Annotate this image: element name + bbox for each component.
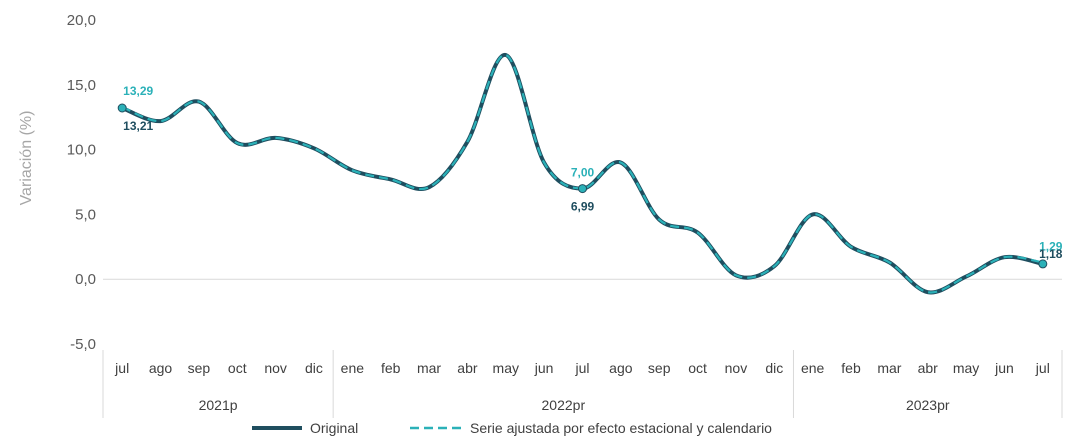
y-tick-label: 20,0 — [67, 12, 96, 29]
x-tick-label: jul — [114, 360, 129, 376]
data-label: 1,29 — [1039, 239, 1063, 253]
series-line-adjusted — [121, 53, 1043, 294]
x-tick-label: jun — [994, 360, 1014, 376]
y-axis-title: Variación (%) — [18, 111, 35, 206]
year-group-label: 2021p — [199, 397, 238, 413]
x-tick-label: jun — [534, 360, 554, 376]
y-tick-label: 0,0 — [75, 271, 96, 288]
x-tick-label: sep — [648, 360, 671, 376]
legend: Original Serie ajustada por efecto estaci… — [252, 420, 772, 436]
x-tick-label: feb — [381, 360, 401, 376]
x-tick-label: may — [953, 360, 979, 376]
data-markers — [117, 103, 1048, 269]
x-tick-label: dic — [305, 360, 323, 376]
y-tick-label: 5,0 — [75, 206, 96, 223]
x-tick-label: feb — [841, 360, 861, 376]
year-group-label: 2022pr — [542, 397, 586, 413]
x-tick-label: ago — [149, 360, 173, 376]
year-group-label: 2023pr — [906, 397, 950, 413]
x-tick-label: ene — [801, 360, 825, 376]
data-point-marker — [117, 103, 127, 113]
x-tick-label: abr — [457, 360, 478, 376]
x-tick-label: ene — [341, 360, 365, 376]
y-tick-label: 10,0 — [67, 142, 96, 159]
x-tick-label: nov — [725, 360, 748, 376]
data-labels: 13,29 13,21 7,00 6,99 1,291,18 — [123, 84, 1063, 261]
x-tick-label: oct — [228, 360, 247, 376]
x-tick-label: oct — [688, 360, 707, 376]
y-tick-label: -5,0 — [70, 336, 96, 353]
data-point-marker — [1038, 259, 1048, 269]
x-tick-label: mar — [877, 360, 901, 376]
data-point-marker — [578, 184, 587, 194]
data-label: 13,29 — [123, 84, 153, 98]
category-axis: jul ago sep oct nov dic ene feb mar abr may jun jul a… — [102, 350, 1063, 418]
x-tick-label: dic — [765, 360, 783, 376]
x-tick-label: may — [493, 360, 519, 376]
data-label: 1,18 — [1039, 247, 1063, 261]
series-lines — [121, 53, 1044, 295]
x-tick-label: abr — [918, 360, 939, 376]
legend-label-original: Original — [310, 420, 358, 436]
data-label: 13,21 — [123, 119, 153, 133]
x-tick-label: jul — [1035, 360, 1050, 376]
data-label: 6,99 — [571, 200, 595, 214]
x-tick-label: sep — [188, 360, 211, 376]
data-label: 7,00 — [571, 165, 595, 179]
x-tick-label: jul — [574, 360, 589, 376]
legend-label-adjusted: Serie ajustada por efecto estacional y c… — [470, 420, 772, 436]
x-tick-label: ago — [609, 360, 633, 376]
x-tick-label: nov — [264, 360, 287, 376]
y-tick-label: 15,0 — [67, 77, 96, 94]
y-tick-labels: 20,0 15,0 10,0 5,0 0,0 -5,0 — [67, 12, 96, 353]
x-tick-label: mar — [417, 360, 441, 376]
